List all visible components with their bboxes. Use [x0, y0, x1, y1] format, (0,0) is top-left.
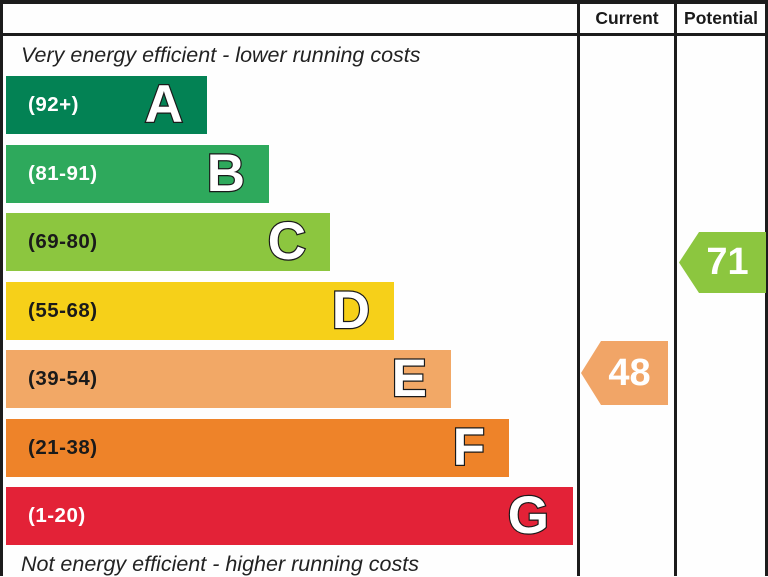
band-letter: E	[390, 349, 428, 408]
current-arrow: 48	[581, 341, 668, 405]
band-range: (55-68)	[28, 298, 98, 322]
band-row-b: (81-91) B	[6, 143, 269, 203]
band-letter: F	[451, 417, 486, 477]
band-row-a: (92+) A	[6, 75, 207, 134]
bottom-caption: Not energy efficient - higher running co…	[21, 552, 419, 576]
band-range: (69-80)	[28, 230, 98, 253]
top-caption: Very energy efficient - lower running co…	[21, 43, 421, 67]
left-border	[0, 0, 3, 576]
band-row-g: (1-20) G	[6, 486, 573, 545]
potential-arrow: 71	[679, 232, 766, 293]
band-range: (39-54)	[28, 367, 98, 390]
band-letter: G	[507, 486, 551, 545]
band-row-c: (69-80) C	[6, 212, 330, 271]
current-column-line	[577, 0, 580, 576]
current-column-header: Current	[595, 8, 659, 28]
potential-column-line	[674, 0, 677, 576]
band-letter: A	[144, 75, 185, 134]
header-separator-line	[0, 33, 768, 36]
band-row-e: (39-54) E	[6, 349, 451, 408]
band-letter: C	[267, 212, 308, 271]
band-range: (81-91)	[28, 161, 98, 185]
band-letter: B	[206, 143, 247, 203]
band-range: (21-38)	[28, 435, 98, 459]
top-border	[0, 0, 768, 4]
band-row-f: (21-38) F	[6, 417, 509, 477]
band-row-d: (55-68) D	[6, 280, 394, 340]
potential-value: 71	[706, 241, 749, 283]
band-range: (92+)	[28, 93, 79, 116]
band-range: (1-20)	[28, 504, 86, 527]
current-value: 48	[608, 351, 651, 394]
right-border	[765, 0, 768, 576]
band-letter: D	[331, 280, 372, 340]
potential-column-header: Potential	[684, 8, 758, 28]
